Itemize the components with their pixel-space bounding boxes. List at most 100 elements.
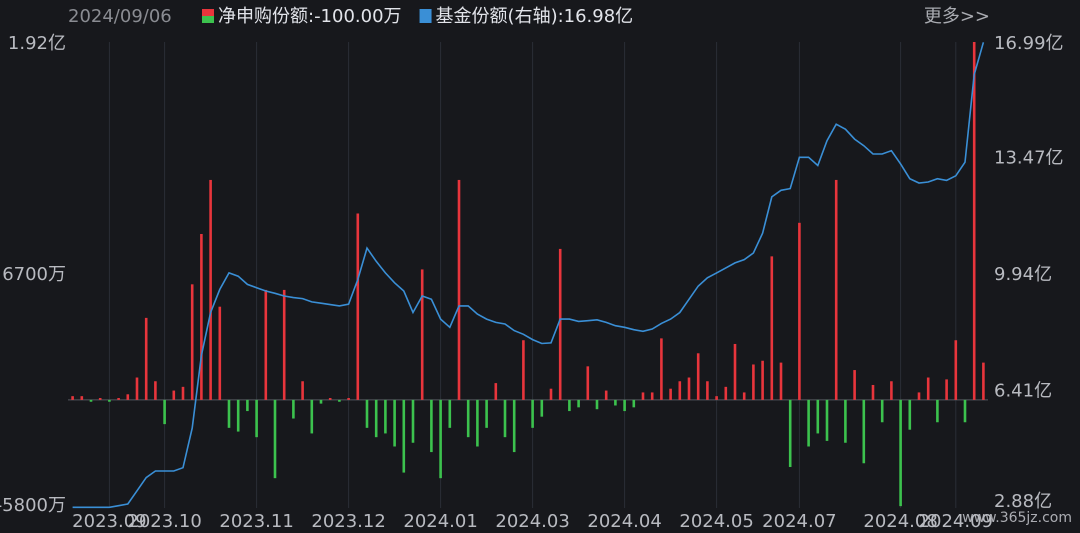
legend-swatch	[202, 16, 214, 23]
bar	[200, 233, 203, 400]
bar	[411, 399, 415, 443]
bar	[963, 399, 967, 423]
bar	[420, 269, 424, 400]
bar	[825, 399, 829, 441]
bar	[770, 256, 774, 400]
y2-tick-label: 16.99亿	[994, 33, 1064, 54]
bar	[972, 42, 976, 400]
bar	[687, 377, 691, 400]
bar	[669, 388, 672, 400]
bar	[98, 398, 102, 400]
bar	[890, 381, 893, 400]
x-tick-label: 2024.07	[762, 511, 836, 532]
bar	[71, 396, 74, 400]
bar	[246, 399, 249, 412]
bar	[880, 399, 884, 423]
bar	[466, 399, 470, 438]
bar	[982, 362, 985, 400]
bar	[779, 362, 783, 400]
bar	[172, 390, 176, 400]
bar	[715, 396, 718, 400]
bar	[752, 364, 755, 400]
legend-label: 基金份额(右轴):16.98亿	[436, 6, 634, 27]
x-tick-label: 2024.04	[587, 511, 661, 532]
x-tick-label: 2023.11	[219, 511, 293, 532]
bar	[181, 386, 185, 400]
bar	[236, 399, 240, 432]
y2-tick-label: 6.41亿	[994, 380, 1052, 401]
bar	[457, 179, 461, 400]
line	[72, 42, 985, 509]
legend-swatch	[419, 9, 432, 23]
y-tick-label: 1.92亿	[8, 33, 66, 54]
watermark: www.365jz.com	[962, 510, 1072, 526]
bar	[862, 399, 866, 464]
bar	[190, 284, 194, 400]
bar	[936, 399, 939, 423]
bar	[218, 306, 222, 400]
x-tick-label: 2023.10	[127, 511, 201, 532]
y2-tick-label: 13.47亿	[994, 147, 1064, 168]
bar	[89, 399, 93, 402]
y2-tick-label: 9.94亿	[994, 264, 1052, 285]
bar	[273, 399, 277, 479]
bar	[108, 399, 111, 402]
more-link[interactable]: 更多>>	[924, 6, 990, 27]
bar	[871, 384, 875, 400]
bar	[522, 340, 525, 400]
bar	[595, 399, 599, 410]
bar	[328, 398, 332, 400]
x-tick-label: 2024.08	[863, 511, 937, 532]
bar	[733, 343, 737, 400]
bar	[365, 399, 369, 428]
bar	[448, 399, 452, 428]
bar	[264, 289, 268, 400]
bar	[568, 399, 571, 412]
bar	[798, 222, 801, 400]
bar	[586, 366, 590, 400]
bar	[430, 399, 433, 453]
bar	[209, 179, 212, 400]
legend-swatch	[202, 9, 214, 16]
bar	[163, 399, 166, 425]
bar	[696, 353, 700, 400]
x-tick-label: 2024.09	[919, 511, 993, 532]
bar	[706, 381, 709, 400]
bar	[301, 381, 304, 400]
bar	[393, 399, 396, 447]
bar	[899, 399, 902, 507]
bar	[724, 386, 728, 400]
date: 2024/09/06	[68, 6, 172, 27]
bar	[650, 392, 654, 400]
bar	[282, 289, 286, 400]
x-tick-label: 2023.12	[311, 511, 385, 532]
bar	[917, 392, 921, 400]
bar	[742, 392, 746, 400]
legend-label: 净申购份额:-100.00万	[218, 6, 402, 27]
bar	[512, 399, 516, 453]
y2-tick-label: 2.88亿	[994, 491, 1052, 512]
bar	[384, 399, 387, 434]
bar	[549, 388, 553, 400]
bar	[834, 179, 838, 400]
bar	[577, 399, 580, 408]
bar	[439, 399, 442, 479]
bar	[540, 399, 544, 417]
bar	[945, 379, 948, 400]
x-tick-label: 2023.09	[72, 511, 146, 532]
bar	[126, 394, 130, 400]
bar	[476, 399, 479, 447]
x-tick-label: 2024.03	[495, 511, 569, 532]
bar	[660, 338, 663, 400]
bar	[347, 398, 350, 400]
bar	[816, 399, 820, 434]
bar	[338, 399, 341, 402]
bar	[761, 360, 764, 400]
x-tick-label: 2024.01	[403, 511, 477, 532]
bar	[154, 381, 157, 400]
bar	[494, 383, 498, 400]
bar	[632, 399, 636, 408]
bar	[292, 399, 295, 419]
